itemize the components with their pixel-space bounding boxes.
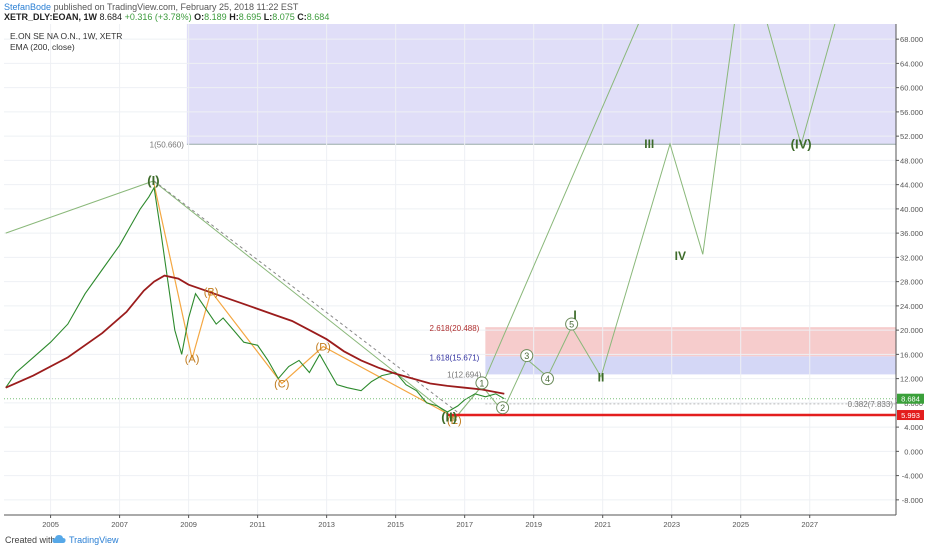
support-price-badge: [897, 410, 924, 421]
x-tick-label: 2017: [456, 520, 473, 529]
current-price-badge-label: 8.684: [901, 395, 920, 404]
created-with-text: Created with: [5, 535, 56, 545]
tradingview-brand[interactable]: TradingView: [69, 535, 119, 545]
support-price-badge-label: 5.993: [901, 411, 920, 420]
wave-label-intermediate: II: [598, 370, 605, 384]
x-tick-label: 2005: [42, 520, 59, 529]
author-link[interactable]: StefanBode: [4, 2, 52, 12]
axes-layer: 68.00064.00060.00056.00052.00048.00044.0…: [4, 24, 924, 529]
y-tick-label: 28.000: [900, 278, 923, 287]
wave-label-minor: 2: [500, 403, 505, 413]
x-tick-label: 2021: [594, 520, 611, 529]
y-tick-label: 12.000: [900, 375, 923, 384]
grid-layer: [4, 24, 896, 515]
y-tick-label: 36.000: [900, 229, 923, 238]
y-tick-label: 32.000: [900, 253, 923, 262]
x-tick-label: 2009: [180, 520, 197, 529]
price-chart[interactable]: 1(50.660) 2.618(20.488) 1.618(15.671) 1(12.…: [0, 0, 932, 531]
y-tick-label: -4.000: [902, 472, 923, 481]
legend-symbol: E.ON SE NA O.N., 1W, XETR: [10, 31, 122, 41]
price-change: +0.316 (+3.78%): [124, 12, 192, 22]
wave-label-abc: (E): [447, 415, 462, 427]
y-tick-label: 52.000: [900, 132, 923, 141]
open-value: 8.189: [204, 12, 227, 22]
fib-extension-red-zone: [485, 327, 896, 357]
current-price-badge: [897, 393, 924, 404]
publish-text: published on TradingView.com, February 2…: [53, 2, 299, 12]
wave-label-abc: (A): [185, 354, 200, 366]
wave-label-primary: (I): [147, 173, 159, 188]
low-label: L:: [263, 12, 273, 22]
y-tick-label: 24.000: [900, 302, 923, 311]
footer: Created with TradingView: [0, 531, 932, 550]
wave-label-intermediate: IV: [675, 249, 686, 263]
trend-dashed-line: [153, 180, 462, 416]
annotation-layer: 1(50.660) 2.618(20.488) 1.618(15.671) 1(12.…: [4, 137, 896, 427]
high-label: H:: [229, 12, 239, 22]
low-value: 8.075: [272, 12, 295, 22]
wave-label-minor: 5: [569, 320, 574, 330]
wave-label-abc: (C): [274, 378, 289, 390]
open-label: O:: [194, 12, 205, 22]
y-tick-label: 60.000: [900, 84, 923, 93]
wave-label-minor: 4: [545, 374, 550, 384]
y-tick-label: -8.000: [902, 496, 923, 505]
y-tick-label: 4.000: [904, 423, 923, 432]
last-price: 8.684: [99, 12, 123, 22]
fib-2618-label: 2.618(20.488): [430, 324, 480, 333]
series-layer: [5, 24, 836, 420]
x-tick-label: 2023: [663, 520, 680, 529]
fib-0382-label: 0.382(7.833): [848, 400, 894, 409]
wave-label-abc: (D): [316, 341, 331, 353]
y-tick-label: 16.000: [900, 350, 923, 359]
x-tick-label: 2019: [525, 520, 542, 529]
y-tick-label: 44.000: [900, 181, 923, 190]
x-tick-label: 2013: [318, 520, 335, 529]
y-tick-label: 0.000: [904, 447, 923, 456]
ema-series-line: [5, 274, 505, 395]
wave-label-minor: 1: [479, 378, 484, 388]
x-tick-label: 2007: [111, 520, 128, 529]
target-zone-box: [186, 24, 897, 145]
fib-extension-blue-zone: [485, 356, 896, 375]
y-tick-label: 64.000: [900, 59, 923, 68]
zone-layer: [186, 24, 897, 375]
y-tick-label: 20.000: [900, 326, 923, 335]
close-label: C:: [297, 12, 307, 22]
wave-label-abc: (B): [204, 286, 219, 298]
wave-label-minor: 3: [524, 351, 529, 361]
fib-1-label: 1(12.694): [447, 370, 482, 379]
y-tick-label: 48.000: [900, 156, 923, 165]
x-tick-label: 2025: [732, 520, 749, 529]
wave-label-primary: (IV): [791, 137, 812, 152]
abc-correction-line: [152, 180, 455, 418]
x-tick-label: 2011: [250, 520, 266, 529]
wave-label-intermediate: III: [644, 137, 654, 151]
fib-1618-label: 1.618(15.671): [430, 353, 480, 362]
chart-header: StefanBode published on TradingView.com,…: [0, 0, 932, 24]
price-series-line: [5, 186, 505, 413]
wave-label-intermediate: I: [573, 308, 576, 322]
legend-ema: EMA (200, close): [10, 42, 75, 52]
x-tick-label: 2015: [387, 520, 404, 529]
close-value: 8.684: [306, 12, 330, 22]
wave-circle-marker: [475, 376, 489, 390]
y-tick-label: 68.000: [900, 35, 923, 44]
wave-label-primary: (II): [441, 409, 457, 424]
x-tick-label: 2027: [801, 520, 818, 529]
wave-circle-marker: [520, 349, 534, 363]
wave-circle-marker: [540, 372, 554, 386]
tradingview-cloud-icon: [52, 535, 66, 543]
symbol-label: XETR_DLY:EOAN, 1W: [4, 12, 98, 22]
publish-info: StefanBode published on TradingView.com,…: [4, 2, 298, 12]
high-value: 8.695: [238, 12, 262, 22]
ohlc-line: XETR_DLY:EOAN, 1W 8.684 +0.316 (+3.78%) …: [4, 12, 329, 22]
wave-circle-marker: [565, 317, 579, 331]
target-level-label: 1(50.660): [150, 140, 185, 149]
y-tick-label: 56.000: [900, 108, 923, 117]
y-tick-label: 40.000: [900, 205, 923, 214]
wave-circle-marker: [496, 401, 510, 415]
